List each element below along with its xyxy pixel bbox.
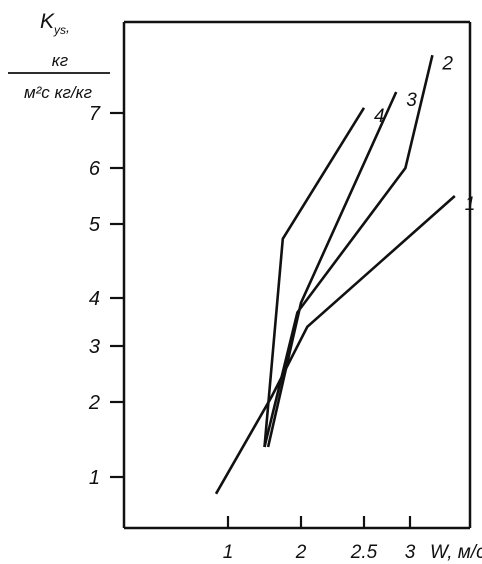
- y-axis-comma: ,: [66, 19, 70, 35]
- series-lines: 1 2 34: [214, 53, 476, 495]
- y-axis-subscript: ys: [53, 23, 66, 37]
- x-tick-label: 3: [405, 542, 416, 563]
- y-tick-label: 6: [89, 158, 101, 180]
- series-label-2: 2: [441, 53, 453, 74]
- series-label-3: 3: [406, 90, 417, 111]
- y-tick-label: 1: [89, 467, 100, 489]
- x-ticks: 1 2 2.5 3: [223, 516, 416, 563]
- series-label-4: 4: [374, 106, 385, 127]
- y-tick-label: 4: [89, 288, 100, 310]
- y-axis-unit-denominator: м²с кг/кг: [24, 83, 92, 102]
- y-axis-unit-numerator: кг: [52, 51, 68, 70]
- x-tick-label: 2.5: [350, 542, 378, 563]
- series-line-3: [266, 91, 398, 448]
- y-axis-symbol: K: [40, 10, 55, 33]
- y-tick-label: 2: [88, 392, 100, 414]
- y-tick-label: 7: [89, 103, 101, 125]
- x-tick-label: 1: [223, 542, 234, 563]
- series-line-1: [214, 195, 456, 495]
- x-axis-label: W, м/с: [430, 542, 482, 563]
- plot-frame: [122, 20, 472, 530]
- y-tick-label: 3: [89, 336, 100, 358]
- series-label-1: 1: [465, 194, 476, 215]
- y-tick-label: 5: [89, 214, 101, 236]
- y-axis-label: Kys,: [40, 10, 70, 37]
- series-line-2: [263, 54, 434, 448]
- x-tick-label: 2: [295, 542, 307, 563]
- series-line-4: [263, 107, 366, 448]
- y-ticks: 1 2 3 4 5 6 7: [88, 103, 124, 489]
